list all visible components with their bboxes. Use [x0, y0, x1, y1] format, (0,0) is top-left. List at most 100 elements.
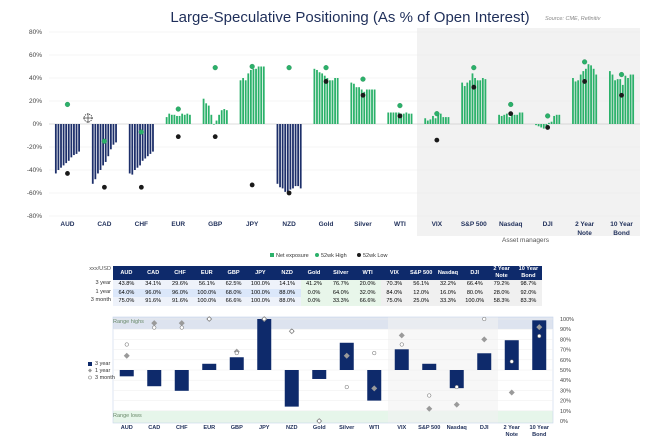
range-y-tick-label: 40%: [560, 378, 571, 384]
bar-sandp-500: [466, 82, 469, 124]
range-x-tick-label: 10 Year: [530, 425, 550, 431]
table-cell: 66.4%: [461, 280, 489, 289]
asset-managers-label: Asset managers: [502, 237, 550, 244]
bar-silver: [358, 87, 360, 124]
52wk-high-vix: [434, 111, 440, 117]
bar-wti: [395, 112, 397, 124]
y-tick-label: 40%: [29, 75, 42, 82]
range-x-tick-label: JPY: [259, 425, 270, 431]
bar-gbp: [205, 103, 208, 124]
range-bar-cad: [147, 370, 162, 387]
bar-silver: [363, 91, 366, 124]
x-tick-label: NZD: [282, 221, 296, 228]
bar-wti: [410, 113, 413, 124]
bar-jpy: [257, 66, 260, 124]
bar-aud: [75, 124, 78, 154]
bar-2-year-note: [582, 71, 585, 124]
bar-chf: [149, 124, 152, 154]
bar-gbp: [220, 110, 223, 124]
3-month-marker-gold: [317, 418, 322, 424]
bar-silver: [360, 89, 363, 124]
bar-sandp-500: [476, 80, 479, 124]
bar-gbp: [215, 120, 218, 124]
1-year-marker-silver: [343, 352, 350, 359]
y-tick-label: -80%: [27, 213, 42, 220]
table-cell: 75.0%: [113, 297, 140, 306]
bar-cad: [99, 124, 102, 170]
table-row-label: 3 month: [77, 297, 113, 306]
bar-dji: [553, 115, 556, 124]
x-tick-label: GBP: [208, 221, 223, 228]
table-cell: 25.0%: [407, 297, 435, 306]
range-x-tick-label: VIX: [397, 425, 406, 431]
range-x-tick-label: NZD: [286, 425, 298, 431]
52wk-low-markers: [65, 79, 624, 196]
x-tick-label: CAD: [97, 221, 111, 228]
table-cell: 0.0%: [300, 297, 328, 306]
bar-cad: [97, 124, 99, 174]
3-month-marker-nasdaq: [454, 384, 459, 390]
range-bar-eur: [202, 363, 217, 370]
table-col-wti: WTI: [354, 266, 381, 280]
bar-sandp-500: [484, 79, 487, 124]
bar-wti: [408, 113, 410, 124]
bar-gbp: [225, 110, 228, 124]
table-cell: 14.1%: [273, 280, 301, 289]
bar-aud: [57, 124, 60, 170]
x-tick-label: Gold: [319, 221, 334, 228]
table-col-jpy: JPY: [246, 266, 274, 280]
bar-aud: [62, 124, 65, 166]
bar-chf: [146, 124, 149, 157]
y-tick-label: 20%: [29, 98, 42, 105]
range-x-tick-label: EUR: [203, 425, 215, 431]
x-tick-label: JPY: [246, 221, 259, 228]
52wk-high-jpy: [249, 63, 255, 70]
table-cell: 56.1%: [407, 280, 435, 289]
bar-nzd: [286, 124, 289, 193]
bar-vix: [445, 117, 447, 124]
bar-chf: [128, 124, 131, 174]
bar-cad: [112, 124, 115, 145]
table-cell: 32.2%: [434, 280, 462, 289]
bar-silver: [355, 87, 358, 124]
range-bar-nzd: [284, 370, 299, 407]
bar-cad: [115, 124, 117, 143]
bar-gold: [336, 78, 339, 124]
bar-10-year-bond: [609, 71, 611, 124]
3-month-marker-nzd: [289, 329, 294, 334]
x-tick-label: AUD: [60, 221, 74, 228]
bar-jpy: [249, 69, 252, 124]
table-cell: 100.0%: [193, 297, 221, 306]
bar-wti: [402, 113, 405, 124]
bar-vix: [432, 115, 434, 124]
bar-10-year-bond: [632, 74, 635, 124]
1-year-marker-chf: [178, 320, 185, 327]
cursor-icon: [83, 113, 93, 123]
bar-dji: [555, 114, 558, 124]
y-tick-label: -20%: [27, 144, 42, 151]
bar-chf: [131, 124, 134, 175]
52wk-low-wti: [397, 113, 403, 119]
bar-2-year-note: [584, 68, 587, 124]
table-cell: 79.2%: [488, 280, 515, 289]
table-cell: 66.6%: [220, 297, 247, 306]
52wk-high-nzd: [286, 65, 292, 71]
bar-vix: [434, 118, 437, 124]
bar-gbp: [207, 105, 210, 124]
table-cell: 75.0%: [380, 297, 408, 306]
range-y-tick-label: 0%: [560, 419, 568, 425]
1-year-marker-wti: [371, 385, 378, 392]
range-legend-label: 1 year: [95, 368, 110, 374]
bar-gbp: [210, 114, 213, 124]
bar-silver: [350, 82, 353, 124]
52wk-high-dji: [545, 113, 551, 119]
1-year-marker-dji: [481, 336, 488, 343]
bar-eur: [181, 113, 184, 124]
52wk-high-gbp: [212, 65, 218, 71]
52wk-high-chf: [138, 129, 144, 135]
x-tick-label: Note: [577, 230, 592, 237]
x-tick-label: Bond: [613, 230, 630, 237]
net-exposure-bars: [54, 64, 635, 193]
1-year-marker-vix: [398, 332, 405, 339]
table-cell: 0.0%: [300, 288, 328, 298]
